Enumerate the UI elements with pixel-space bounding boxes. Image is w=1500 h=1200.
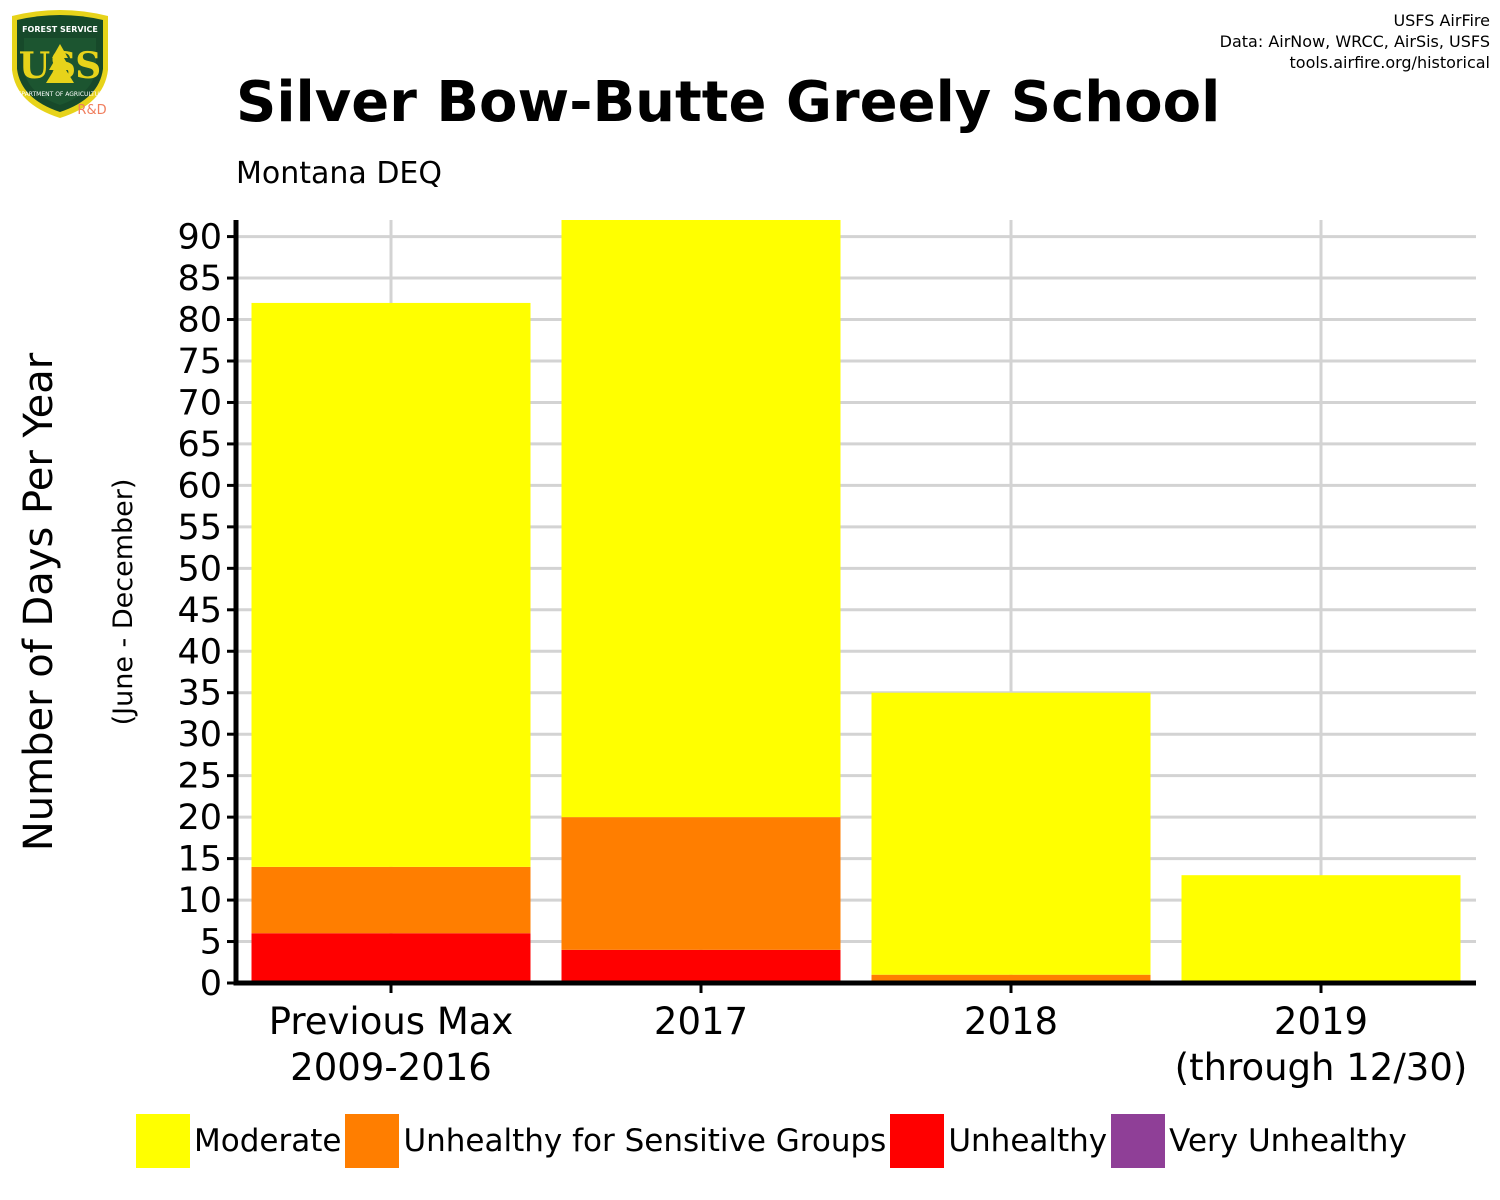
legend-swatch (890, 1114, 945, 1168)
y-tick-label: 85 (177, 259, 222, 299)
y-tick-label: 0 (200, 964, 222, 1004)
y-tick-label: 90 (177, 218, 222, 258)
legend-label: Very Unhealthy (1169, 1123, 1407, 1159)
y-tick-label: 25 (177, 757, 222, 797)
y-tick-label: 60 (177, 466, 222, 506)
bar-segment-moderate (561, 220, 841, 818)
legend-item-very-unhealthy: Very Unhealthy (1111, 1114, 1407, 1168)
y-axis-sublabel: (June - December) (108, 479, 139, 726)
bar-segment-unhealthy (251, 933, 531, 983)
data-credits: USFS AirFire Data: AirNow, WRCC, AirSis,… (1220, 10, 1490, 73)
y-tick-label: 80 (177, 301, 222, 341)
x-tick-label: 2019 (through 12/30) (1175, 1000, 1468, 1089)
y-tick-label: 45 (177, 591, 222, 631)
svg-text:R&D: R&D (77, 103, 106, 118)
legend-label: Unhealthy for Sensitive Groups (403, 1123, 887, 1159)
legend-item-moderate: Moderate (136, 1114, 341, 1168)
bar-segment-moderate (1181, 875, 1461, 983)
svg-text:FOREST SERVICE: FOREST SERVICE (22, 25, 98, 34)
bar-segment-unhealthy-for-sensitive-groups (251, 866, 531, 934)
bar-segment-moderate (251, 302, 531, 867)
bar-segment-unhealthy (561, 949, 841, 983)
chart-title: Silver Bow-Butte Greely School (236, 70, 1221, 135)
svg-text:DEPARTMENT OF AGRICULTURE: DEPARTMENT OF AGRICULTURE (13, 91, 107, 98)
x-tick-label: 2018 (964, 1000, 1058, 1043)
y-tick-label: 55 (177, 508, 222, 548)
y-tick-label: 15 (177, 840, 222, 880)
y-tick-label: 10 (177, 881, 222, 921)
legend-swatch (345, 1114, 400, 1168)
y-tick-label: 30 (177, 715, 222, 755)
legend-swatch (136, 1114, 190, 1168)
y-tick-label: 40 (177, 632, 222, 672)
y-tick-label: 75 (177, 342, 222, 382)
y-tick-label: 70 (177, 383, 222, 423)
y-tick-label: 50 (177, 549, 222, 589)
bar-segment-unhealthy-for-sensitive-groups (871, 974, 1151, 983)
y-axis-label: Number of Days Per Year (16, 352, 62, 851)
chart-legend: Moderate Unhealthy for Sensitive Groups Un… (136, 1114, 1411, 1168)
legend-swatch (1111, 1114, 1166, 1168)
y-tick-label: 35 (177, 674, 222, 714)
bar-segment-unhealthy-for-sensitive-groups (561, 817, 841, 950)
credits-line-3: tools.airfire.org/historical (1289, 53, 1490, 72)
credits-line-2: Data: AirNow, WRCC, AirSis, USFS (1219, 32, 1490, 51)
y-tick-label: 20 (177, 798, 222, 838)
y-tick-label: 5 (200, 923, 222, 963)
x-tick-label: Previous Max 2009-2016 (269, 1000, 514, 1089)
usfs-shield-logo: FOREST SERVICE USS DEPARTMENT OF AGRICUL… (12, 10, 108, 118)
x-tick-label: 2017 (654, 1000, 748, 1043)
legend-label: Unhealthy (948, 1123, 1108, 1159)
chart-subtitle: Montana DEQ (236, 156, 443, 191)
y-tick-label: 65 (177, 425, 222, 465)
credits-line-1: USFS AirFire (1393, 11, 1490, 30)
bar-segment-moderate (871, 692, 1151, 975)
legend-item-unhealthy-for-sensitive-groups: Unhealthy for Sensitive Groups (345, 1114, 886, 1168)
legend-label: Moderate (194, 1123, 342, 1159)
legend-item-unhealthy: Unhealthy (890, 1114, 1107, 1168)
